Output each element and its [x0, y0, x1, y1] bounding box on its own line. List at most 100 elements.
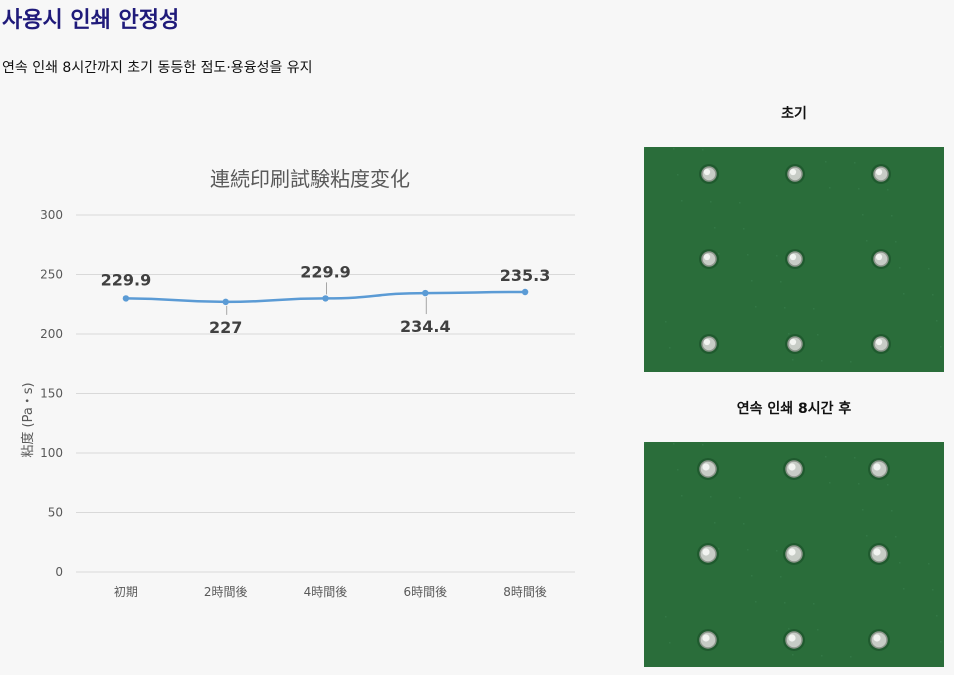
board-texture	[899, 562, 901, 564]
data-point	[422, 289, 429, 297]
board-texture	[755, 601, 757, 603]
photo-label-after: 연속 인쇄 8시간 후	[736, 401, 852, 417]
solder-highlight	[789, 338, 797, 346]
chart-canvas: 連続印刷試験粘度変化 粘度 (Pa・s) 050100150200250300 …	[20, 167, 575, 599]
board-texture	[710, 201, 712, 203]
board-texture	[677, 174, 679, 176]
board-texture	[866, 240, 868, 242]
data-label: 235.3	[500, 266, 551, 285]
y-tick-label: 300	[40, 208, 63, 222]
board-texture	[932, 294, 934, 296]
board-texture	[702, 149, 704, 151]
series-line-group	[122, 288, 529, 306]
board-texture	[743, 523, 745, 525]
photo-initial-board	[644, 147, 944, 372]
board-texture	[821, 360, 823, 362]
board-texture	[932, 589, 934, 591]
data-point	[222, 298, 229, 306]
y-tick-label: 50	[48, 506, 63, 520]
solder-highlight	[875, 168, 883, 176]
board-texture	[936, 615, 938, 617]
board-texture	[665, 321, 667, 323]
board-texture	[936, 320, 938, 322]
data-labels: 229.9 227 229.9 234.4 235.3	[101, 262, 551, 336]
board-texture	[784, 307, 786, 309]
solder-highlight	[875, 338, 883, 346]
board-texture	[681, 495, 683, 497]
board-texture	[829, 187, 831, 189]
board-texture	[776, 550, 778, 552]
solder-highlight	[703, 253, 711, 261]
board-texture	[743, 228, 745, 230]
y-tick-label: 100	[40, 446, 63, 460]
board-texture	[858, 188, 860, 190]
board-texture	[866, 535, 868, 537]
y-tick-label: 250	[40, 268, 63, 282]
solder-highlight	[788, 463, 796, 471]
board-texture	[895, 241, 897, 243]
board-texture	[891, 215, 893, 217]
board-texture	[644, 442, 646, 444]
photo-label-initial: 초기	[781, 106, 807, 122]
y-tick-label: 0	[55, 565, 63, 579]
data-point	[122, 295, 130, 302]
x-tick-label: 4時間後	[304, 585, 348, 599]
data-point	[521, 288, 529, 296]
board-texture	[780, 576, 782, 578]
solder-highlight	[702, 548, 710, 556]
page-title: 사용시 인쇄 안정성	[2, 8, 180, 33]
solder-highlight	[789, 253, 797, 261]
stencil-image-after	[644, 442, 944, 667]
viscosity-line-chart: 連続印刷試験粘度変化 粘度 (Pa・s) 0 50 100 150 200 250 300 …	[0, 150, 600, 610]
solder-highlight	[702, 463, 710, 471]
board-texture	[887, 189, 889, 191]
solder-highlight	[703, 338, 711, 346]
board-texture	[739, 497, 741, 499]
board-texture	[710, 496, 712, 498]
board-texture	[780, 281, 782, 283]
board-texture	[821, 655, 823, 657]
board-texture	[829, 482, 831, 484]
board-texture	[854, 457, 856, 459]
solder-highlight	[873, 548, 881, 556]
solder-highlight	[789, 168, 797, 176]
board-texture	[903, 588, 905, 590]
board-texture	[751, 280, 753, 282]
x-tick-label: 8時間後	[503, 585, 547, 599]
board-texture	[940, 641, 942, 643]
solder-highlight	[873, 463, 881, 471]
data-label: 234.4	[400, 317, 451, 336]
board-texture	[850, 361, 852, 363]
board-texture	[903, 293, 905, 295]
board-texture	[702, 444, 704, 446]
board-texture	[862, 214, 864, 216]
board-texture	[825, 161, 827, 163]
solder-highlight	[788, 634, 796, 642]
gridlines	[76, 214, 575, 573]
solder-highlight	[875, 253, 883, 261]
board-texture	[891, 510, 893, 512]
board-texture	[747, 254, 749, 256]
chart-title: 連続印刷試験粘度変化	[210, 167, 410, 191]
board-texture	[854, 162, 856, 164]
board-texture	[755, 306, 757, 308]
board-texture	[928, 563, 930, 565]
board-texture	[862, 509, 864, 511]
stencil-image-initial	[644, 147, 944, 372]
board-texture	[714, 227, 716, 229]
y-tick-label: 150	[40, 387, 63, 401]
board-texture	[776, 255, 778, 257]
board-texture	[813, 603, 815, 605]
photo-after-board	[644, 442, 944, 667]
board-texture	[850, 656, 852, 658]
solder-highlight	[702, 634, 710, 642]
board-texture	[714, 522, 716, 524]
page-subtitle: 연속 인쇄 8시간까지 초기 동등한 점도·용융성을 유지	[2, 60, 313, 76]
board-texture	[673, 148, 675, 150]
board-texture	[644, 147, 646, 149]
board-texture	[887, 484, 889, 486]
solder-highlight	[873, 634, 881, 642]
data-label: 229.9	[101, 270, 152, 289]
board-texture	[858, 483, 860, 485]
board-texture	[681, 200, 683, 202]
